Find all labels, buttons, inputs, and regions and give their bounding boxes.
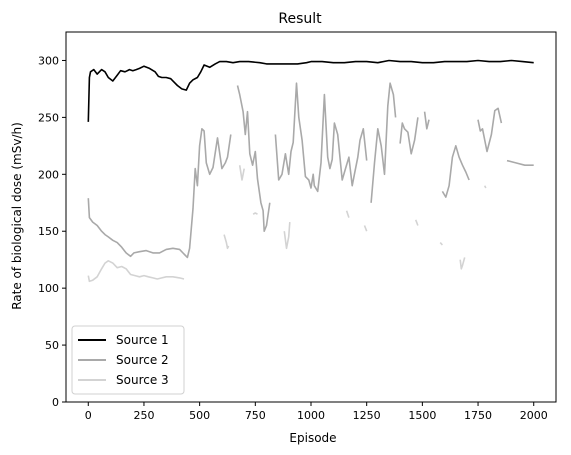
x-tick-label: 750 (245, 409, 266, 422)
series-3-segment-1 (87, 259, 185, 283)
y-tick-label: 150 (38, 225, 59, 238)
series-3-segment-4 (252, 212, 258, 215)
y-tick-label: 0 (52, 396, 59, 409)
x-tick-label: 250 (133, 409, 154, 422)
x-axis: 0 250 500 750 1000 1250 1500 1750 2000 (85, 402, 548, 422)
y-tick-label: 200 (38, 168, 59, 181)
series-2-segment-2 (236, 85, 271, 232)
series-3-segment-8 (414, 219, 419, 226)
y-axis: 0 50 100 150 200 250 300 (38, 54, 66, 409)
y-tick-label: 300 (38, 54, 59, 67)
x-tick-label: 0 (85, 409, 92, 422)
series-2-segment-5 (399, 117, 419, 155)
series-3-segment-10 (459, 257, 466, 270)
series-2-segment-3 (274, 82, 368, 193)
legend: Source 1 Source 2 Source 3 (71, 325, 185, 395)
x-axis-label: Episode (289, 431, 336, 445)
series-3-segment-3 (238, 165, 245, 181)
series-3-segment-9 (439, 242, 443, 246)
legend-box (71, 325, 185, 395)
series-3-segment-7 (363, 225, 368, 232)
series-3-segment-5 (283, 222, 291, 250)
series-2-segment-8 (477, 107, 503, 153)
legend-label-3: Source 3 (116, 373, 169, 387)
series-3-segment-6 (345, 210, 350, 218)
series-2-segment-1 (87, 128, 232, 259)
y-axis-label: Rate of biological dose (mSv/h) (10, 122, 24, 310)
x-tick-label: 1000 (297, 409, 325, 422)
y-tick-label: 250 (38, 111, 59, 124)
plot-area (87, 59, 534, 283)
chart-title: Result (278, 11, 322, 27)
series-1-segment-1 (87, 59, 534, 122)
x-tick-label: 500 (189, 409, 210, 422)
legend-label-1: Source 1 (116, 333, 169, 347)
legend-label-2: Source 2 (116, 353, 169, 367)
series-2-segment-6 (423, 111, 430, 130)
x-tick-label: 1750 (464, 409, 492, 422)
y-tick-label: 100 (38, 282, 59, 295)
x-tick-label: 2000 (520, 409, 548, 422)
series-2-segment-7 (441, 145, 470, 198)
series-2-segment-9 (506, 159, 534, 166)
series-2-segment-4 (370, 82, 397, 203)
y-tick-label: 50 (45, 339, 59, 352)
series-3-segment-11 (483, 185, 487, 189)
series-3-segment-2 (223, 234, 230, 250)
x-tick-label: 1500 (408, 409, 436, 422)
x-tick-label: 1250 (353, 409, 381, 422)
